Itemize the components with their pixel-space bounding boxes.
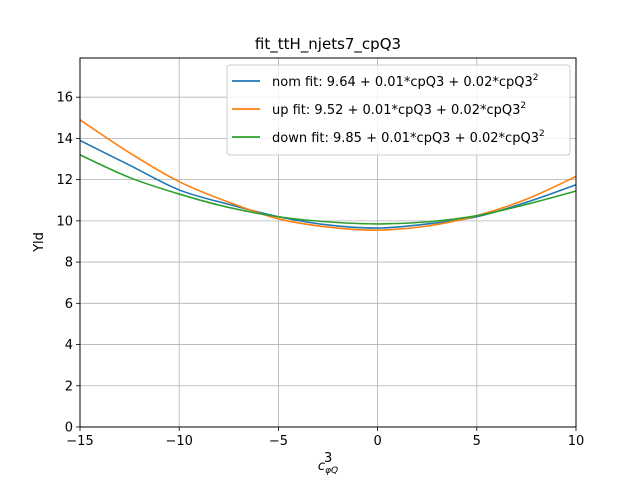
chart-title: fit_ttH_njets7_cpQ3 xyxy=(255,35,401,54)
y-tick-label: 10 xyxy=(56,214,73,229)
legend-label-1: nom fit: 9.64 + 0.01*cpQ3 + 0.02*cpQ32 xyxy=(272,73,538,90)
x-tick-label: −15 xyxy=(66,434,93,449)
x-axis-label-sub: φQ xyxy=(325,466,338,476)
legend-label-text: nom fit: 9.64 + 0.01*cpQ3 + 0.02*cpQ3 xyxy=(272,75,533,90)
legend-label-text: down fit: 9.85 + 0.01*cpQ3 + 0.02*cpQ3 xyxy=(272,131,539,146)
y-tick-label: 8 xyxy=(65,256,73,271)
legend-entries: nom fit: 9.64 + 0.01*cpQ3 + 0.02*cpQ32up… xyxy=(232,73,545,146)
series-lines xyxy=(79,119,577,231)
legend-label-superscript: 2 xyxy=(520,101,526,111)
series-line-3 xyxy=(79,154,577,225)
x-tick-label: 10 xyxy=(568,434,585,449)
legend: nom fit: 9.64 + 0.01*cpQ3 + 0.02*cpQ32up… xyxy=(226,64,571,156)
series-line-2 xyxy=(79,119,577,231)
plot-frame xyxy=(79,57,577,428)
x-tick-label: −5 xyxy=(269,434,288,449)
x-axis-label: cφQ xyxy=(318,459,338,476)
legend-label-superscript: 2 xyxy=(539,129,545,139)
legend-label-superscript: 2 xyxy=(533,73,539,83)
y-tick-label: 6 xyxy=(65,297,73,312)
y-tick-label: 4 xyxy=(65,338,73,353)
y-tick-label: 12 xyxy=(56,173,73,188)
x-tick-label: 0 xyxy=(373,434,381,449)
y-tick-label: 0 xyxy=(65,421,73,436)
legend-label-text: up fit: 9.52 + 0.01*cpQ3 + 0.02*cpQ3 xyxy=(272,103,520,118)
legend-box xyxy=(226,64,571,156)
y-tick-label: 14 xyxy=(56,132,73,147)
x-axis-label-sup: 3 xyxy=(324,451,332,466)
legend-label-3: down fit: 9.85 + 0.01*cpQ3 + 0.02*cpQ32 xyxy=(272,129,545,146)
y-tick-label: 16 xyxy=(56,91,73,106)
y-axis-label: Yld xyxy=(32,232,47,253)
x-tick-label: 5 xyxy=(473,434,481,449)
y-axis: 0 2 4 6 8 10 12 14 16 xyxy=(56,91,80,436)
y-tick-label: 2 xyxy=(65,379,73,394)
x-axis-label-main: c xyxy=(318,459,325,474)
legend-label-2: up fit: 9.52 + 0.01*cpQ3 + 0.02*cpQ32 xyxy=(272,101,526,118)
x-tick-label: −10 xyxy=(165,434,192,449)
x-axis: −15 −10 −5 0 5 10 xyxy=(66,427,584,449)
